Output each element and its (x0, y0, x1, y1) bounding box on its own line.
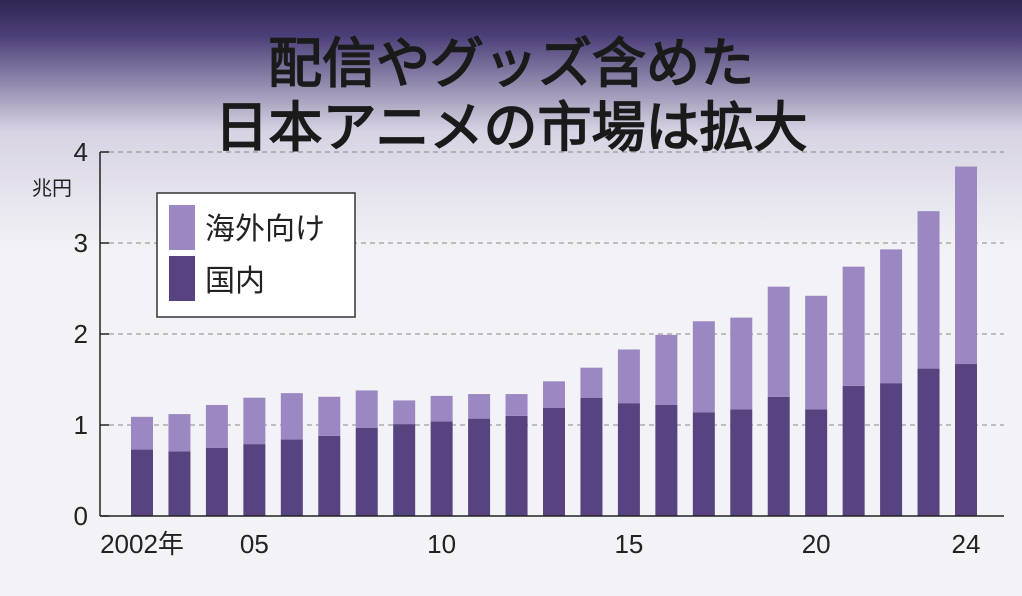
legend-swatch-overseas (169, 205, 195, 250)
bar-domestic-2015 (617, 403, 640, 516)
bar-domestic-2024 (955, 364, 977, 516)
y-tick-label: 2 (74, 319, 88, 349)
legend-label-domestic: 国内 (205, 264, 265, 299)
x-tick-label: 05 (240, 529, 269, 559)
x-tick-label: 10 (427, 529, 456, 559)
x-tick-label: 24 (952, 529, 981, 559)
bar-overseas-2018 (730, 317, 753, 410)
bar-domestic-2003 (168, 451, 191, 516)
bar-overseas-2010 (430, 395, 453, 422)
bar-overseas-2021 (842, 266, 865, 386)
bar-domestic-2018 (730, 409, 753, 516)
bar-domestic-2005 (243, 444, 266, 516)
bar-domestic-2020 (805, 409, 828, 516)
unit-label: 兆円 (32, 176, 72, 200)
bar-overseas-2017 (692, 321, 715, 413)
bar-domestic-2022 (880, 383, 903, 516)
bar-overseas-2011 (468, 394, 491, 419)
bar-overseas-2004 (205, 404, 228, 448)
bars (131, 166, 977, 516)
bar-overseas-2015 (617, 349, 640, 404)
bar-overseas-2005 (243, 397, 266, 445)
bar-domestic-2010 (430, 421, 453, 516)
legend-swatch-domestic (169, 256, 195, 301)
bar-overseas-2007 (318, 396, 341, 436)
bar-overseas-2008 (355, 390, 378, 428)
bar-domestic-2016 (655, 404, 678, 516)
x-tick-label: 15 (614, 529, 643, 559)
x-tick-label: 20 (802, 529, 831, 559)
bar-overseas-2013 (543, 381, 565, 408)
bar-domestic-2021 (842, 385, 865, 516)
legend-label-overseas: 海外向け (205, 212, 325, 247)
title-line-1: 配信やグッズ含めた (268, 32, 754, 95)
bar-domestic-2013 (543, 407, 565, 516)
bar-overseas-2016 (655, 334, 678, 405)
y-tick-label: 1 (74, 410, 88, 440)
bar-overseas-2024 (955, 166, 977, 365)
bar-domestic-2014 (580, 397, 603, 516)
bar-overseas-2014 (580, 367, 603, 398)
bar-domestic-2023 (917, 368, 940, 516)
bar-overseas-2002 (131, 416, 153, 450)
title-line-2: 日本アニメの市場は拡大 (215, 96, 808, 159)
bar-domestic-2011 (468, 418, 491, 516)
bar-domestic-2006 (280, 439, 303, 516)
bar-domestic-2008 (355, 427, 378, 516)
y-tick-label: 3 (74, 228, 88, 258)
bar-domestic-2007 (318, 435, 341, 516)
x-tick-label: 2002年 (100, 529, 184, 559)
bar-overseas-2012 (505, 394, 528, 416)
legend: 海外向け 国内 (156, 192, 356, 318)
axes: 0 1 2 3 4 2002年 05 10 15 20 24 (74, 137, 1004, 559)
bar-domestic-2009 (393, 424, 416, 516)
bar-overseas-2006 (280, 393, 303, 440)
bar-domestic-2017 (692, 412, 715, 516)
y-tick-label: 0 (74, 501, 88, 531)
bar-overseas-2022 (880, 249, 903, 384)
bar-overseas-2003 (168, 414, 191, 452)
bar-domestic-2012 (505, 415, 528, 516)
y-tick-label: 4 (74, 137, 88, 167)
bar-overseas-2020 (805, 295, 828, 410)
bar-overseas-2019 (767, 286, 790, 397)
bar-overseas-2023 (917, 211, 940, 369)
bar-domestic-2019 (767, 396, 790, 516)
bar-domestic-2004 (205, 447, 228, 516)
bar-overseas-2009 (393, 400, 416, 425)
bar-domestic-2002 (131, 449, 153, 516)
